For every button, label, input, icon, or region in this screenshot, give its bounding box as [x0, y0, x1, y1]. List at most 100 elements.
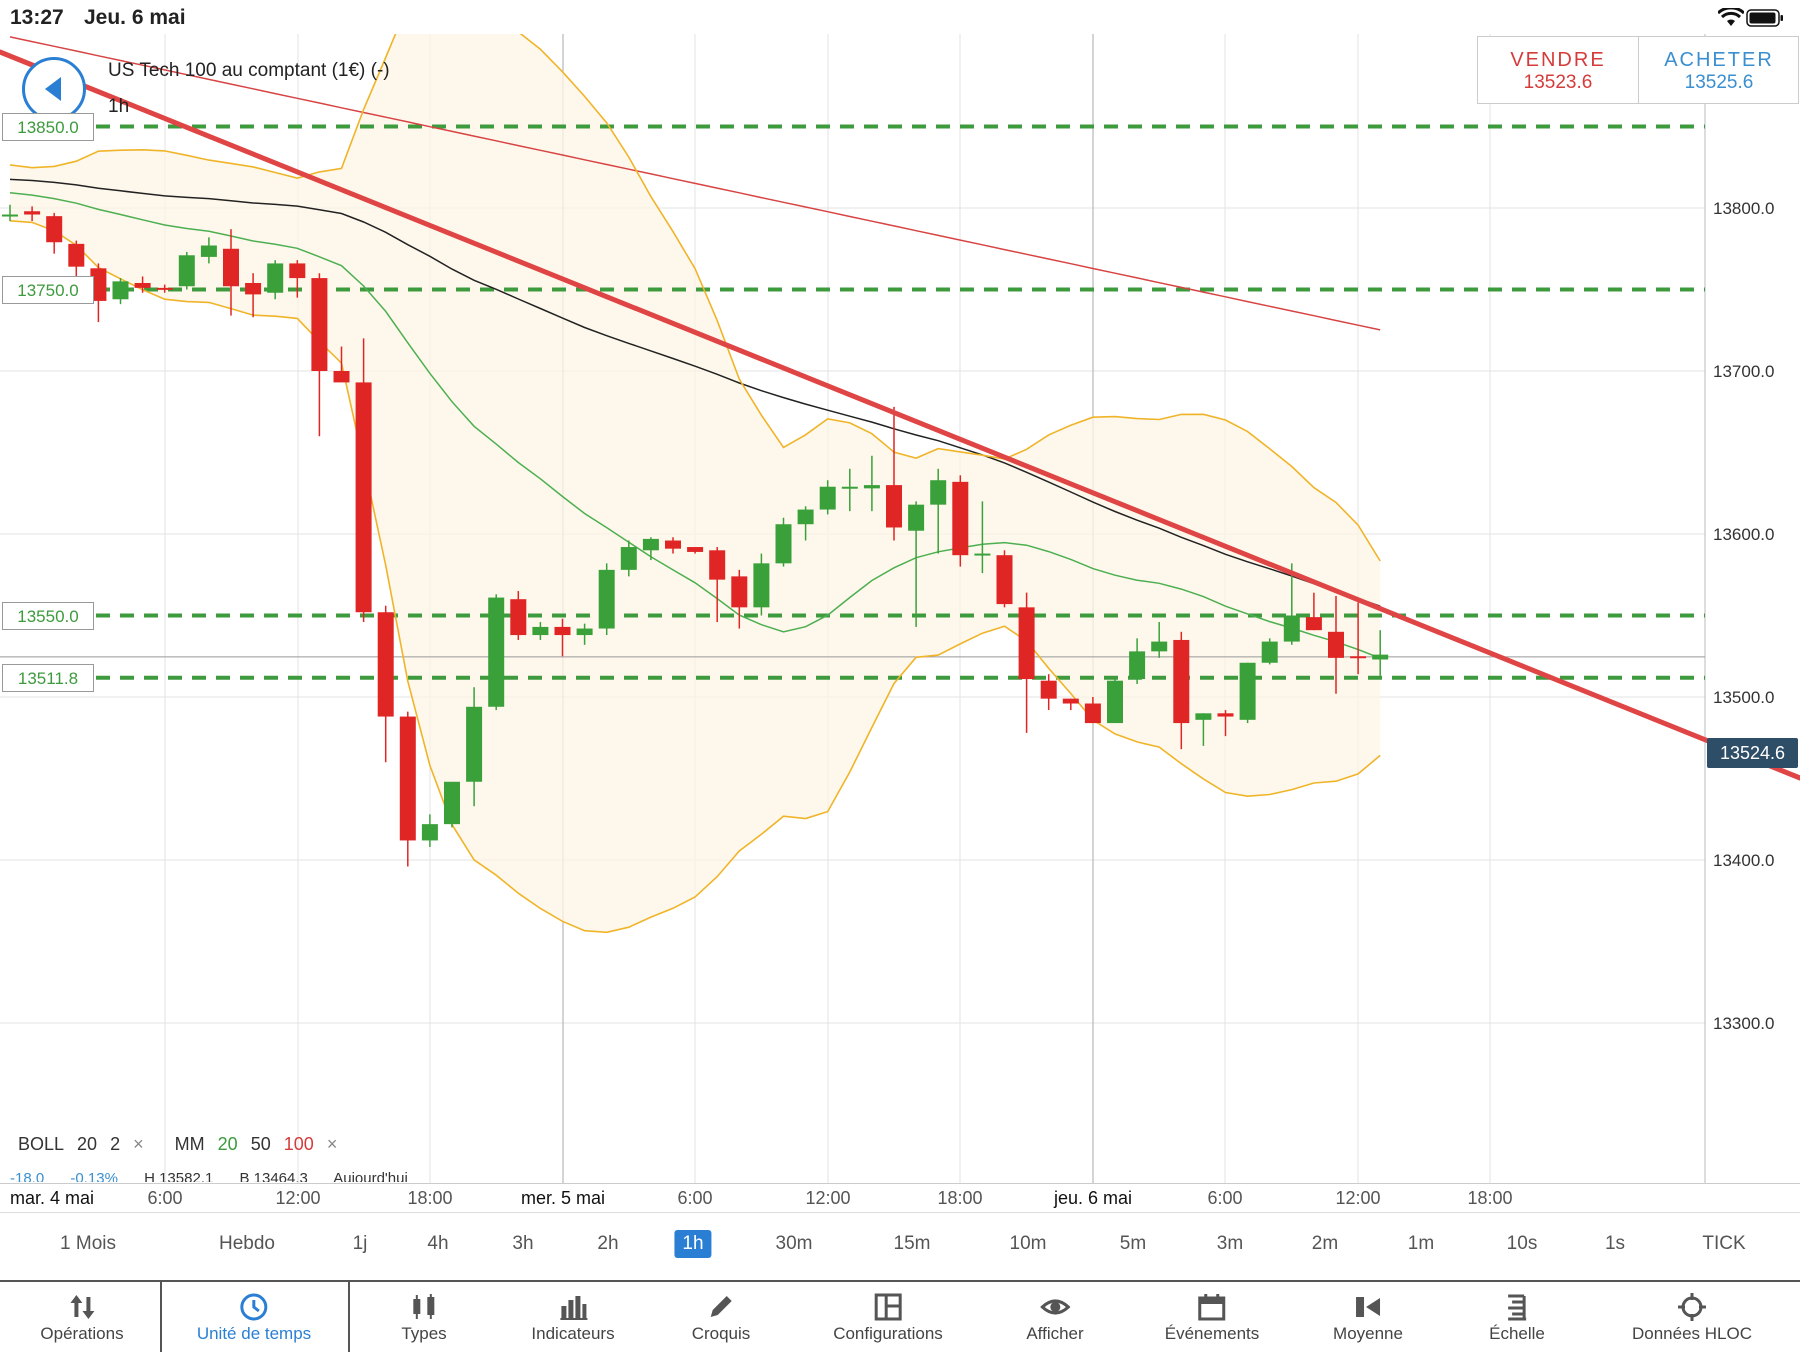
timeframe-30m[interactable]: 30m — [775, 1233, 813, 1254]
buy-price: 13525.6 — [1684, 72, 1754, 93]
horizontal-line-label[interactable]: 13850.0 — [2, 112, 94, 141]
candle-body — [598, 569, 615, 629]
mm-50: 50 — [250, 1134, 271, 1154]
price-chart[interactable]: 13800.0 13700.0 13600.0 13500.0 13400.0 13300… — [0, 34, 1800, 1184]
toolbar-average-button[interactable]: Moyenne — [1333, 1282, 1403, 1352]
horizontal-line-label[interactable]: 13550.0 — [2, 601, 94, 630]
candle-body — [1372, 654, 1389, 660]
timeframe-2m[interactable]: 2m — [1311, 1233, 1339, 1254]
timeframe-2h[interactable]: 2h — [597, 1233, 619, 1254]
candle — [200, 237, 217, 264]
candle — [267, 260, 284, 300]
candle-body — [1283, 615, 1300, 642]
y-tick-label: 13800.0 — [1713, 199, 1774, 218]
toolbar-crosshair-button[interactable]: Données HLOC — [1632, 1282, 1752, 1352]
toolbar-candles-button[interactable]: Types — [401, 1282, 447, 1352]
candle-body — [421, 824, 438, 841]
toolbar-arrows-up-down-button[interactable]: Opérations — [40, 1282, 124, 1352]
candle-body — [1328, 631, 1344, 658]
timeframe-1-mois[interactable]: 1 Mois — [60, 1233, 116, 1254]
candle — [863, 455, 880, 512]
current-price-tag: 13524.6 — [1707, 738, 1798, 768]
crosshair-icon — [1677, 1293, 1706, 1321]
timeframe-10m[interactable]: 10m — [1009, 1233, 1047, 1254]
candle-body — [399, 716, 416, 841]
remove-mm-icon[interactable]: × — [326, 1134, 338, 1154]
toolbar-eye-button[interactable]: Afficher — [1026, 1282, 1084, 1352]
candle — [112, 278, 129, 305]
candle-body — [554, 626, 571, 636]
candle-body — [2, 214, 18, 217]
candle — [2, 204, 18, 222]
timeframe-1s[interactable]: 1s — [1604, 1233, 1626, 1254]
candle — [620, 540, 637, 577]
x-tick-label: mer. 5 mai — [520, 1188, 606, 1208]
timeframe-4h[interactable]: 4h — [427, 1233, 449, 1254]
average-icon — [1356, 1297, 1380, 1317]
x-tick-label: jeu. 6 mai — [1053, 1188, 1133, 1208]
timeframe-3m[interactable]: 3m — [1216, 1233, 1244, 1254]
candle — [466, 687, 483, 807]
candle — [1195, 713, 1212, 746]
toolbar-label: Moyenne — [1333, 1324, 1403, 1343]
timeframe-tick[interactable]: TICK — [1702, 1233, 1746, 1254]
timeframe-1m[interactable]: 1m — [1407, 1233, 1435, 1254]
sell-button[interactable]: VENDRE 13523.6 — [1478, 37, 1639, 103]
horizontal-line-label[interactable]: 13511.8 — [2, 663, 94, 692]
change-value: -18.0 — [10, 1170, 45, 1182]
high-value: H 13582.1 — [144, 1170, 214, 1182]
toolbar-calendar-button[interactable]: Événements — [1165, 1282, 1259, 1352]
toolbar-label: Afficher — [1026, 1324, 1084, 1343]
candles — [2, 204, 1389, 867]
candle-body — [753, 563, 770, 608]
ma20-line — [9, 192, 1381, 659]
candle — [46, 212, 63, 254]
toolbar-layout-button[interactable]: Configurations — [833, 1282, 943, 1352]
candle — [510, 591, 527, 640]
candle — [952, 475, 969, 567]
candle-body — [908, 504, 925, 531]
candle-body — [797, 509, 814, 525]
back-button[interactable] — [22, 57, 86, 121]
sell-price: 13523.6 — [1523, 72, 1593, 93]
timeframe-1h[interactable]: 1h — [674, 1230, 712, 1258]
timeframe-hebdo[interactable]: Hebdo — [219, 1233, 275, 1254]
candle — [532, 622, 549, 640]
candle-body — [1129, 651, 1146, 680]
candle-body — [952, 481, 969, 556]
status-date: Jeu. 6 mai — [84, 6, 186, 29]
candle-body — [311, 278, 328, 371]
candle — [841, 468, 858, 512]
candle — [421, 814, 438, 847]
timeframe-15m[interactable]: 15m — [893, 1233, 931, 1254]
candle — [488, 594, 505, 711]
buy-button[interactable]: ACHETER 13525.6 — [1639, 37, 1799, 103]
x-tick-label: 12:00 — [805, 1188, 851, 1208]
candle — [1372, 630, 1389, 676]
toolbar-pencil-button[interactable]: Croquis — [692, 1282, 750, 1352]
mm-20: 20 — [217, 1134, 238, 1154]
timeframe-5m[interactable]: 5m — [1119, 1233, 1147, 1254]
toolbar-clock-button[interactable]: Unité de temps — [197, 1282, 311, 1352]
candle — [1239, 662, 1256, 724]
candle-body — [156, 287, 173, 290]
timeframe-10s[interactable]: 10s — [1506, 1233, 1538, 1254]
horizontal-line-label[interactable]: 13750.0 — [2, 275, 94, 304]
toolbar-scale-button[interactable]: Échelle — [1489, 1282, 1545, 1352]
remove-boll-icon[interactable]: × — [133, 1134, 144, 1154]
ma50-line — [9, 178, 1381, 607]
candle-body — [134, 282, 151, 288]
timeframe-1j[interactable]: 1j — [352, 1233, 368, 1254]
candle-body — [1350, 656, 1367, 659]
timeframe-3h[interactable]: 3h — [512, 1233, 534, 1254]
candle — [90, 263, 107, 323]
y-tick-label: 13600.0 — [1713, 525, 1774, 544]
toolbar-label: Unité de temps — [196, 1324, 312, 1343]
candle — [598, 563, 615, 636]
toolbar-bar-chart-button[interactable]: Indicateurs — [531, 1282, 615, 1352]
candle — [753, 553, 770, 616]
candle-body — [333, 371, 350, 383]
candle-body — [1217, 713, 1234, 717]
candles-icon — [412, 1294, 434, 1319]
instrument-name[interactable]: US Tech 100 au comptant (1€) (-) — [108, 60, 390, 81]
